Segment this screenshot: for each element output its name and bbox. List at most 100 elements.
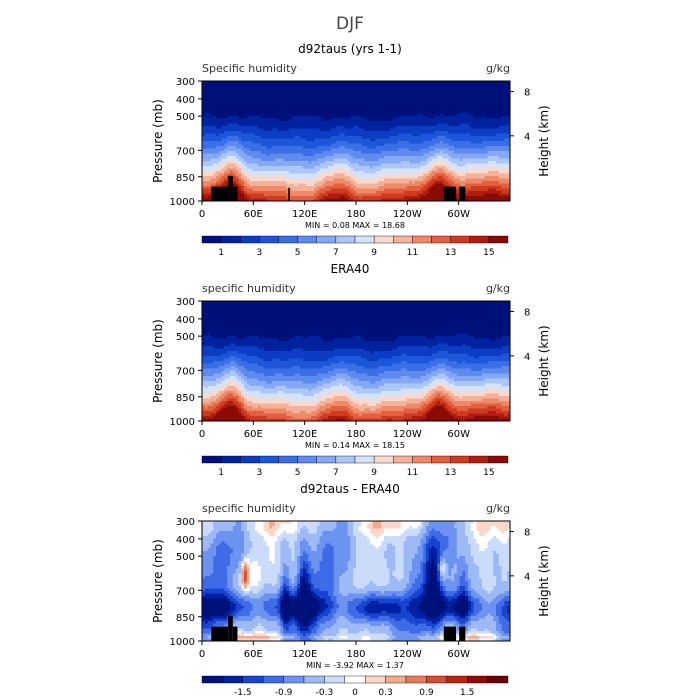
heatmap-cell — [496, 146, 500, 149]
heatmap-cell — [364, 188, 368, 192]
heatmap-cell — [297, 156, 301, 159]
heatmap-cell — [266, 106, 270, 109]
heatmap-cell — [244, 86, 248, 89]
heatmap-cell — [417, 121, 421, 124]
heatmap-cell — [487, 156, 491, 159]
heatmap-cell — [325, 173, 329, 177]
heatmap-cell — [361, 126, 365, 129]
heatmap-cell — [473, 118, 477, 122]
heatmap-cell — [361, 138, 365, 142]
heatmap-cell — [224, 163, 228, 167]
heatmap-cell — [414, 181, 418, 184]
heatmap-cell — [235, 83, 239, 87]
heatmap-cell — [412, 191, 416, 194]
heatmap-cell — [308, 188, 312, 192]
heatmap-cell — [308, 158, 312, 162]
heatmap-cell — [297, 108, 301, 112]
heatmap-cell — [403, 123, 407, 127]
heatmap-cell — [358, 168, 362, 172]
heatmap-cell — [227, 108, 231, 112]
heatmap-cell — [207, 98, 211, 102]
heatmap-cell — [241, 91, 245, 94]
heatmap-cell — [367, 158, 371, 162]
heatmap-cell — [409, 81, 413, 84]
heatmap-cell — [274, 166, 278, 169]
heatmap-cell — [445, 88, 449, 92]
heatmap-cell — [395, 133, 399, 137]
heatmap-cell — [501, 166, 505, 169]
heatmap-cell — [350, 146, 354, 149]
heatmap-cell — [470, 173, 474, 177]
heatmap-cell — [406, 186, 410, 189]
heatmap-cell — [490, 83, 494, 87]
heatmap-cell — [409, 146, 413, 149]
heatmap-cell — [314, 166, 318, 169]
heatmap-cell — [431, 138, 435, 142]
heatmap-cell — [224, 148, 228, 152]
heatmap-cell — [238, 181, 242, 184]
heatmap-cell — [294, 153, 298, 157]
heatmap-cell — [426, 123, 430, 127]
heatmap-cell — [311, 193, 315, 197]
heatmap-cell — [417, 163, 421, 167]
heatmap-cell — [372, 86, 376, 89]
heatmap-cell — [286, 188, 290, 192]
heatmap-cell — [459, 91, 463, 94]
heatmap-cell — [400, 146, 404, 149]
heatmap-cell — [367, 98, 371, 102]
heatmap-cell — [328, 163, 332, 167]
heatmap-cell — [398, 146, 402, 149]
heatmap-cell — [451, 128, 455, 132]
heatmap-cell — [328, 138, 332, 142]
heatmap-cell — [249, 153, 253, 157]
heatmap-cell — [493, 171, 497, 174]
heatmap-cell — [291, 178, 295, 182]
heatmap-cell — [249, 131, 253, 134]
heatmap-cell — [280, 146, 284, 149]
heatmap-cell — [283, 138, 287, 142]
heatmap-cell — [378, 151, 382, 154]
heatmap-cell — [202, 106, 206, 109]
heatmap-cell — [353, 156, 357, 159]
heatmap-cell — [235, 121, 239, 124]
heatmap-cell — [417, 176, 421, 179]
heatmap-cell — [400, 93, 404, 97]
heatmap-cell — [272, 153, 276, 157]
heatmap-cell — [216, 123, 220, 127]
heatmap-cell — [260, 103, 264, 107]
heatmap-cell — [381, 121, 385, 124]
heatmap-cell — [230, 168, 234, 172]
heatmap-cell — [344, 128, 348, 132]
heatmap-cell — [381, 176, 385, 179]
heatmap-cell — [361, 133, 365, 137]
heatmap-cell — [440, 166, 444, 169]
heatmap-cell — [473, 131, 477, 134]
heatmap-cell — [277, 91, 281, 94]
heatmap-cell — [428, 118, 432, 122]
heatmap-cell — [367, 173, 371, 177]
heatmap-cell — [465, 128, 469, 132]
heatmap-cell — [504, 111, 508, 114]
heatmap-cell — [347, 141, 351, 144]
heatmap-cell — [406, 191, 410, 194]
heatmap-cell — [204, 133, 208, 137]
heatmap-cell — [244, 186, 248, 189]
heatmap-cell — [311, 121, 315, 124]
heatmap-cell — [235, 151, 239, 154]
heatmap-cell — [207, 138, 211, 142]
heatmap-cell — [230, 141, 234, 144]
heatmap-cell — [482, 168, 486, 172]
heatmap-cell — [302, 186, 306, 189]
heatmap-cell — [420, 186, 424, 189]
heatmap-cell — [484, 178, 488, 182]
heatmap-cell — [400, 148, 404, 152]
heatmap-cell — [493, 136, 497, 139]
heatmap-cell — [353, 186, 357, 189]
heatmap-cell — [358, 151, 362, 154]
heatmap-cell — [361, 163, 365, 167]
heatmap-cell — [325, 88, 329, 92]
heatmap-cell — [384, 176, 388, 179]
heatmap-cell — [202, 183, 206, 187]
heatmap-cell — [448, 91, 452, 94]
heatmap-cell — [344, 156, 348, 159]
